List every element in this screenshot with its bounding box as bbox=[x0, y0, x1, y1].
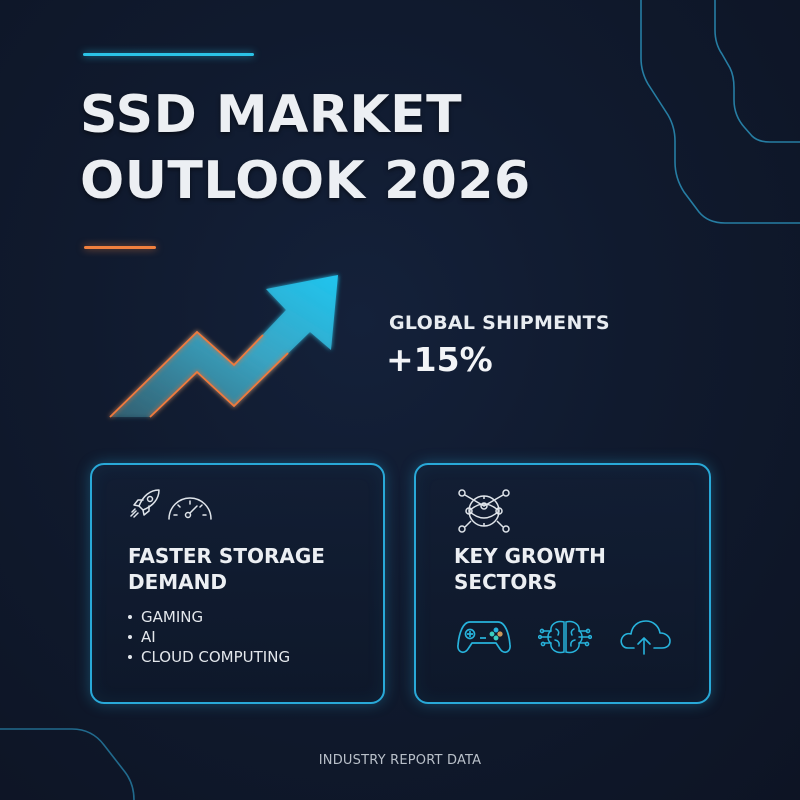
accent-line-top bbox=[83, 53, 254, 56]
list-item-label: GAMING bbox=[141, 608, 204, 626]
card-title: KEY GROWTH SECTORS bbox=[454, 543, 606, 595]
stat-value: +15% bbox=[386, 340, 493, 379]
bullet-icon bbox=[128, 615, 132, 619]
card-title-line-1: KEY GROWTH bbox=[454, 544, 606, 568]
cloud-upload-icon bbox=[620, 620, 671, 655]
title-line-2: OUTLOOK 2026 bbox=[80, 151, 531, 211]
stat-label: GLOBAL SHIPMENTS bbox=[389, 312, 610, 334]
gamepad-icon bbox=[457, 621, 511, 654]
card-key-growth: KEY GROWTH SECTORS bbox=[414, 463, 711, 704]
speedometer-icon bbox=[168, 497, 212, 520]
card-faster-storage: FASTER STORAGE DEMAND GAMING AI CLOUD CO… bbox=[90, 463, 385, 704]
footer-source: INDUSTRY REPORT DATA bbox=[318, 753, 482, 768]
trend-up-arrow-icon bbox=[109, 275, 338, 418]
list-item: GAMING bbox=[128, 607, 290, 627]
network-globe-icon bbox=[458, 489, 510, 533]
list-item: AI bbox=[128, 627, 290, 647]
list-item: CLOUD COMPUTING bbox=[128, 647, 290, 667]
title-line-1: SSD MARKET bbox=[80, 85, 463, 145]
accent-line-bottom bbox=[84, 246, 156, 249]
card-title-line-2: DEMAND bbox=[128, 570, 227, 594]
list-item-label: CLOUD COMPUTING bbox=[141, 648, 291, 666]
page-title: SSD MARKET OUTLOOK 2026 bbox=[80, 82, 531, 214]
bullet-icon bbox=[128, 635, 132, 639]
rocket-icon bbox=[130, 489, 160, 518]
brain-circuit-icon bbox=[538, 620, 592, 654]
card-title: FASTER STORAGE DEMAND bbox=[128, 543, 325, 595]
sector-icons bbox=[456, 618, 672, 656]
demand-list: GAMING AI CLOUD COMPUTING bbox=[128, 607, 290, 667]
card-title-line-1: FASTER STORAGE bbox=[128, 544, 325, 568]
bullet-icon bbox=[128, 655, 132, 659]
shipments-stat: GLOBAL SHIPMENTS +15% bbox=[386, 312, 610, 379]
card-title-line-2: SECTORS bbox=[454, 570, 558, 594]
list-item-label: AI bbox=[141, 628, 156, 646]
